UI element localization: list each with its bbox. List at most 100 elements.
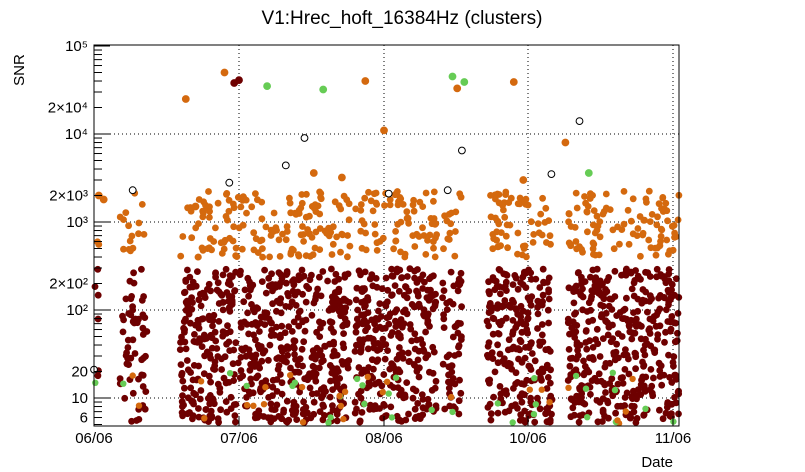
point-cluster-984 [414, 356, 422, 364]
point-cluster-537 [329, 352, 337, 360]
point-cluster-1761 [665, 266, 673, 273]
point-cluster-1157 [430, 188, 438, 196]
point-cluster-330 [268, 270, 275, 278]
point-cluster-2047 [602, 190, 610, 198]
point-cluster-1261 [457, 336, 465, 343]
point-cluster-1092 [413, 336, 421, 344]
point-cluster-1423 [489, 355, 497, 362]
point-cluster-1395 [547, 392, 555, 400]
point-cluster-1829 [623, 389, 631, 397]
point-cluster-1965 [650, 374, 657, 382]
point-cluster-409 [219, 332, 227, 340]
point-cluster-678 [249, 389, 257, 397]
point-cluster-576 [198, 315, 206, 323]
data-point-8 [235, 76, 243, 84]
point-cluster-1854 [657, 362, 665, 370]
point-cluster-1754 [652, 322, 660, 330]
point-cluster-619 [182, 306, 190, 314]
point-cluster-810 [206, 214, 213, 221]
point-cluster-1129 [365, 364, 372, 371]
point-cluster-1978 [631, 277, 639, 284]
point-cluster-1199 [391, 191, 399, 199]
point-cluster-1751 [640, 411, 648, 419]
point-cluster-17 [130, 269, 138, 277]
point-cluster-640 [319, 268, 327, 275]
point-cluster-833 [325, 419, 332, 426]
point-cluster-1588 [531, 375, 538, 382]
point-cluster-385 [264, 414, 272, 422]
point-cluster-1271 [440, 311, 447, 318]
point-cluster-412 [211, 328, 219, 336]
point-cluster-2020 [587, 190, 594, 198]
point-cluster-1055 [369, 374, 377, 382]
point-cluster-844 [341, 388, 349, 395]
point-cluster-518 [195, 405, 202, 412]
point-cluster-1425 [489, 330, 497, 338]
point-cluster-746 [283, 228, 291, 235]
x-tick-label-0: 06/06 [75, 430, 113, 447]
point-cluster-130 [218, 366, 226, 373]
point-cluster-397 [195, 296, 203, 304]
point-cluster-1138 [429, 305, 437, 313]
point-cluster-1923 [613, 312, 621, 319]
point-cluster-1424 [528, 293, 536, 300]
point-cluster-1122 [415, 412, 423, 420]
point-cluster-483 [211, 362, 219, 370]
point-cluster-2090 [611, 386, 619, 394]
point-cluster-1488 [519, 307, 527, 315]
point-cluster-1216 [385, 390, 392, 397]
point-cluster-1292 [445, 210, 453, 218]
point-cluster-842 [262, 384, 269, 391]
point-cluster-1128 [388, 360, 395, 368]
point-cluster-1734 [672, 319, 680, 327]
point-cluster-1918 [575, 418, 583, 426]
point-cluster-830 [331, 198, 339, 206]
point-cluster-80 [120, 245, 127, 253]
point-cluster-601 [316, 273, 323, 281]
point-cluster-0 [94, 372, 102, 380]
point-cluster-736 [232, 244, 240, 252]
point-cluster-171 [310, 299, 318, 307]
point-cluster-1810 [582, 328, 590, 335]
point-cluster-88 [219, 306, 227, 314]
point-cluster-1218 [383, 378, 391, 385]
point-cluster-1495 [525, 343, 533, 350]
point-cluster-648 [335, 288, 343, 296]
point-cluster-825 [223, 190, 230, 198]
point-cluster-192 [179, 377, 187, 385]
point-cluster-1106 [374, 340, 382, 347]
point-cluster-379 [300, 398, 307, 406]
point-cluster-646 [318, 352, 326, 360]
point-cluster-633 [179, 392, 186, 399]
point-cluster-1093 [424, 351, 432, 359]
point-cluster-546 [278, 348, 286, 355]
data-point-23 [458, 146, 466, 155]
point-cluster-122 [214, 279, 222, 287]
point-cluster-625 [287, 364, 294, 372]
point-cluster-972 [424, 317, 432, 325]
point-cluster-1587 [532, 401, 539, 408]
point-cluster-754 [250, 246, 258, 254]
point-cluster-756 [242, 196, 250, 204]
point-cluster-1583 [546, 399, 553, 406]
point-cluster-1067 [397, 386, 405, 394]
point-cluster-1076 [406, 265, 414, 273]
point-cluster-326 [319, 401, 327, 409]
point-cluster-900 [393, 306, 401, 314]
point-cluster-2060 [646, 218, 654, 226]
point-cluster-617 [203, 335, 210, 342]
point-cluster-3 [91, 283, 99, 290]
data-point-12 [300, 134, 309, 142]
x-axis-label: Date [641, 454, 673, 471]
point-cluster-2021 [620, 220, 628, 228]
point-cluster-1114 [416, 303, 423, 310]
point-cluster-1110 [388, 291, 396, 299]
point-cluster-34 [129, 336, 137, 344]
y-tick-label-4: 2×10² [49, 276, 88, 293]
point-cluster-1917 [593, 265, 601, 273]
point-cluster-703 [345, 216, 353, 224]
point-cluster-1212 [415, 233, 423, 240]
point-cluster-51 [141, 405, 149, 413]
point-cluster-978 [419, 285, 427, 292]
point-cluster-2000 [582, 199, 589, 207]
